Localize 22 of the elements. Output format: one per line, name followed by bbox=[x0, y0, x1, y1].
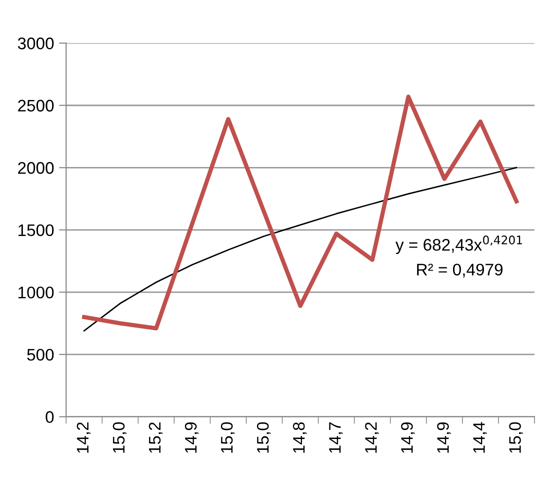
x-tick-label: 14,2 bbox=[76, 422, 91, 453]
x-tick-label: 14,7 bbox=[329, 422, 343, 453]
x-tick-label: 14,8 bbox=[292, 422, 307, 453]
y-tick-label: 500 bbox=[27, 348, 54, 361]
x-tick-label: 14,9 bbox=[184, 422, 199, 453]
x-tick-label: 15,0 bbox=[256, 422, 271, 453]
y-tick-label: 1500 bbox=[18, 224, 54, 236]
y-tick-label: 2000 bbox=[18, 162, 54, 174]
x-tick-label: 14,9 bbox=[437, 422, 451, 453]
y-tick-label: 0 bbox=[46, 411, 54, 423]
x-tick-label: 15,2 bbox=[148, 422, 163, 453]
y-tick-label: 2500 bbox=[18, 100, 54, 112]
x-tick-label: 14,9 bbox=[401, 422, 415, 453]
y-tick-label: 3000 bbox=[18, 38, 54, 50]
y-tick-label: 1000 bbox=[18, 286, 54, 298]
x-tick-label: 14,4 bbox=[473, 422, 487, 453]
x-tick-label: 15,0 bbox=[509, 422, 523, 453]
annotation: y = 682,43x$^{0,4201}$ bbox=[395, 236, 522, 254]
annotation: R² = 0,4979 bbox=[417, 264, 503, 278]
x-tick-label: 14,2 bbox=[365, 422, 379, 453]
x-tick-label: 15,0 bbox=[112, 422, 127, 453]
x-tick-label: 15,0 bbox=[220, 422, 235, 453]
